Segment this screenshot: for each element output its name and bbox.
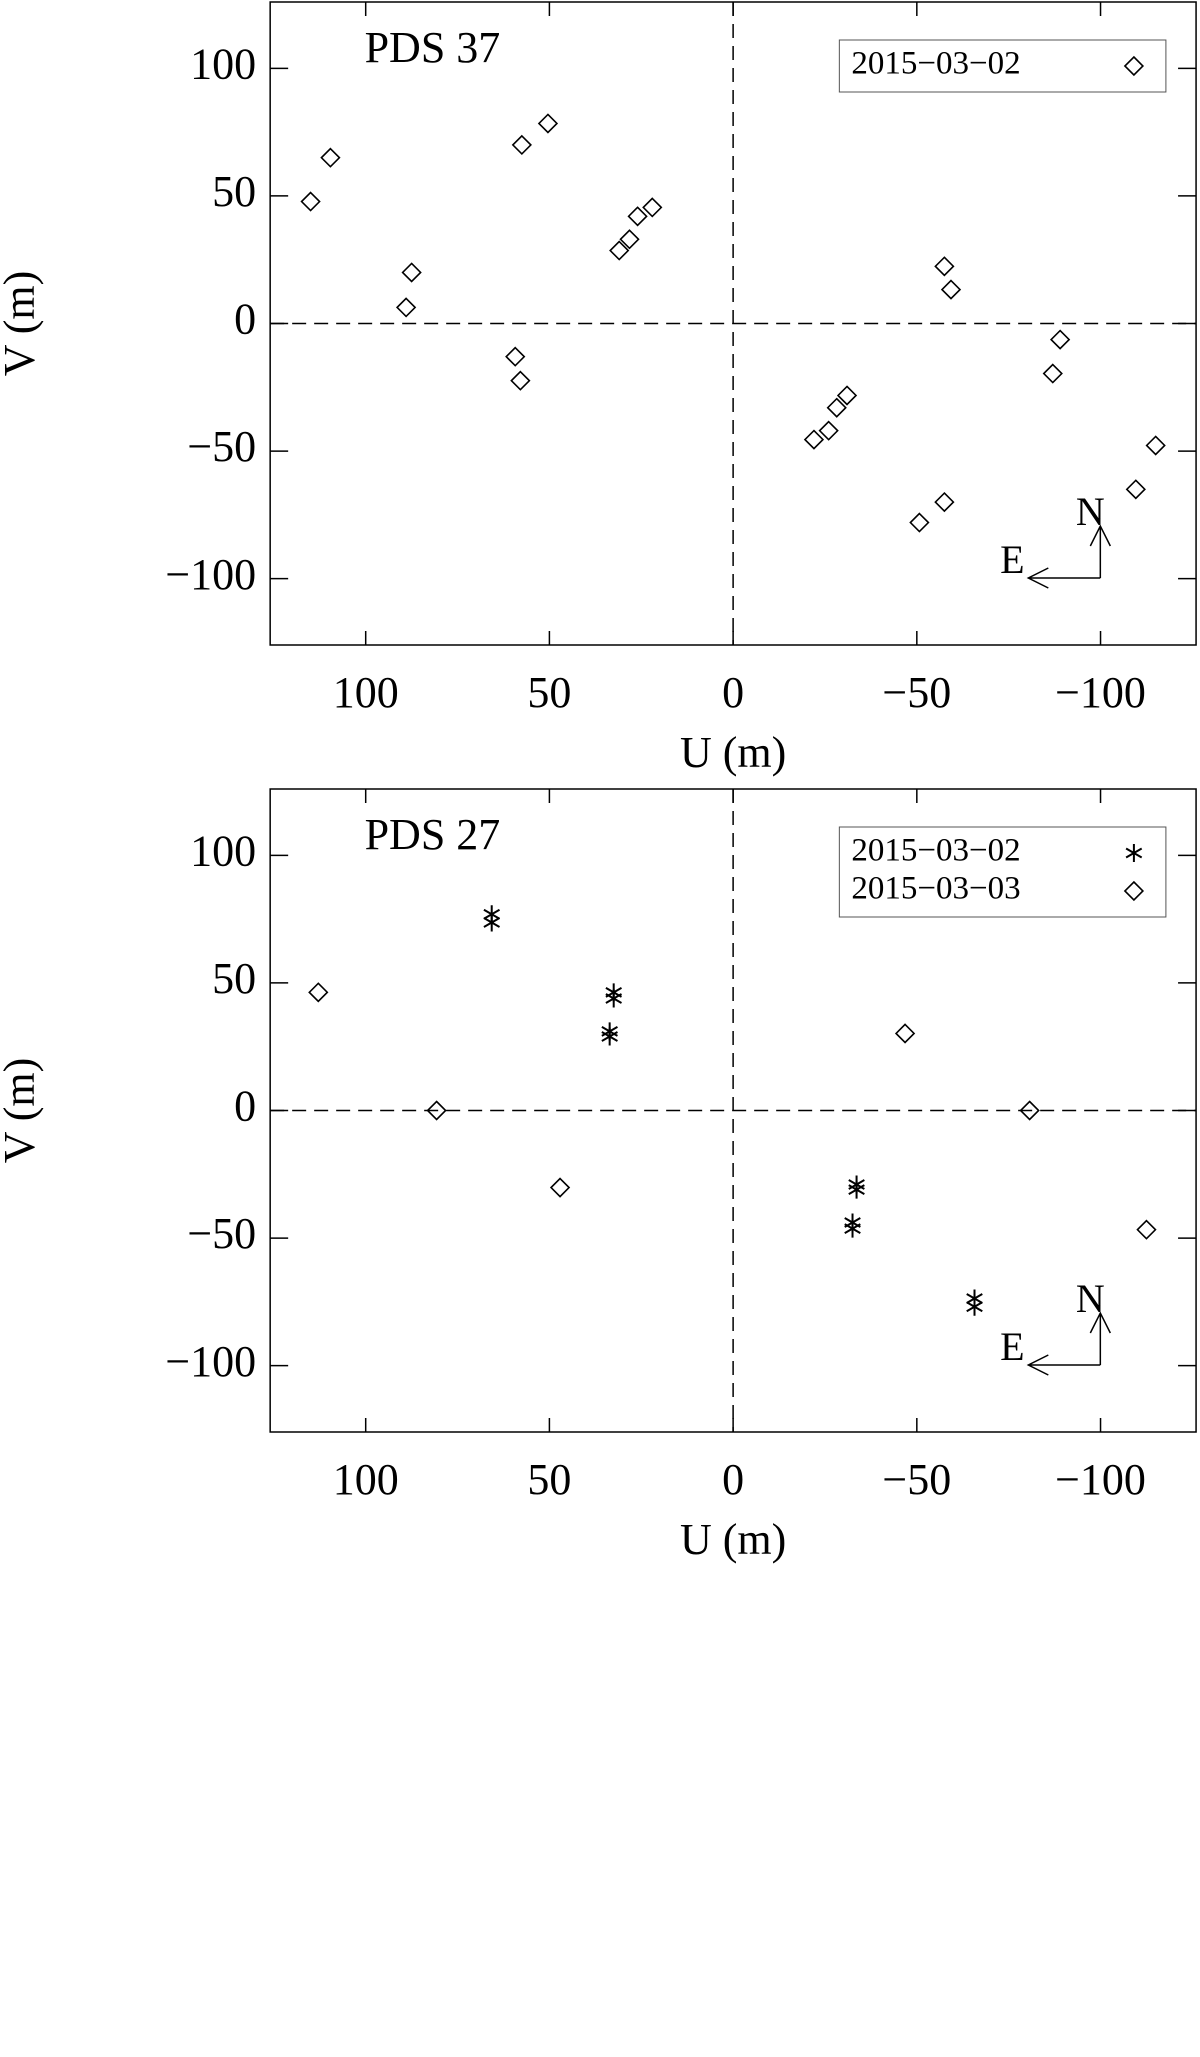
compass-arrows xyxy=(1026,1311,1112,1376)
x-tick-label: 100 xyxy=(333,668,399,717)
legend-label: 2015−03−02 xyxy=(851,833,1020,869)
diamond-marker xyxy=(511,134,532,156)
x-axis-label: U (m) xyxy=(680,728,786,777)
x-tick-label: 100 xyxy=(333,1455,399,1504)
asterisk-marker xyxy=(1125,844,1143,862)
compass-east: E xyxy=(1000,1324,1024,1369)
diamond-marker xyxy=(909,512,930,533)
diamond-marker xyxy=(1042,363,1063,384)
x-tick-label: −100 xyxy=(1055,668,1146,717)
y-tick-label: 50 xyxy=(212,167,256,216)
y-tick-label: 50 xyxy=(212,954,256,1003)
diamond-marker xyxy=(537,113,559,134)
panel: 100 50 0 −50 −100 −100 −50 0 50 100 U (m) V (m) PDS … xyxy=(0,1,1197,777)
y-axis-label: V (m) xyxy=(0,271,44,377)
diamond-marker xyxy=(826,397,847,418)
legend-label: 2015−03−03 xyxy=(851,871,1020,907)
x-tick-label: −50 xyxy=(882,1455,951,1504)
x-axis-label: U (m) xyxy=(680,1515,786,1564)
y-tick-label: −100 xyxy=(165,550,256,599)
y-tick-label: 0 xyxy=(234,295,256,344)
legend-box xyxy=(838,39,1167,93)
panel: 100 50 0 −50 −100 −100 −50 0 50 100 U (m) V (m) PDS … xyxy=(0,788,1197,1564)
compass-north: N xyxy=(1076,489,1105,534)
diamond-marker xyxy=(803,429,825,450)
asterisk-marker xyxy=(966,1297,983,1316)
compass-north: N xyxy=(1076,1276,1105,1321)
diamond-marker xyxy=(1145,435,1166,456)
diamond-marker xyxy=(1049,329,1071,350)
x-tick-label: −100 xyxy=(1055,1455,1146,1504)
diamond-marker xyxy=(627,206,648,227)
y-axis-label: V (m) xyxy=(0,1058,44,1164)
x-tick-label: 0 xyxy=(722,1455,744,1504)
asterisk-marker xyxy=(844,1219,861,1238)
y-tick-label: 100 xyxy=(190,39,256,88)
y-tick-label: 100 xyxy=(190,826,256,875)
diamond-marker xyxy=(836,385,858,406)
compass-arrows xyxy=(1026,524,1112,589)
diamond-marker xyxy=(510,370,531,391)
x-tick-label: 50 xyxy=(527,1455,571,1504)
diamond-marker xyxy=(426,1100,447,1121)
diamond-marker xyxy=(642,197,663,218)
diamond-marker xyxy=(401,262,422,283)
y-tick-label: −50 xyxy=(187,422,256,471)
diamond-marker xyxy=(1123,880,1145,902)
diamond-marker xyxy=(1019,1100,1040,1121)
diamond-marker xyxy=(619,229,640,250)
diamond-marker xyxy=(818,420,839,441)
x-tick-label: −50 xyxy=(882,668,951,717)
diamond-marker xyxy=(1136,1219,1157,1240)
diamond-marker xyxy=(609,240,630,261)
diamond-marker xyxy=(934,491,955,513)
x-tick-label: 0 xyxy=(722,668,744,717)
asterisk-marker xyxy=(483,913,501,932)
compass-east: E xyxy=(1000,537,1024,582)
diamond-marker xyxy=(940,279,962,300)
legend-label: 2015−03−02 xyxy=(851,46,1020,82)
diamond-marker xyxy=(1125,479,1146,500)
diamond-marker xyxy=(505,346,526,367)
asterisk-marker xyxy=(848,1180,865,1199)
diamond-marker xyxy=(308,982,329,1003)
y-tick-label: 0 xyxy=(234,1082,256,1131)
asterisk-marker xyxy=(601,1027,618,1046)
diamond-marker xyxy=(934,256,955,277)
asterisk-marker xyxy=(605,989,622,1008)
panel-title: PDS 27 xyxy=(365,810,501,859)
panel-title: PDS 37 xyxy=(365,23,501,72)
diamond-marker xyxy=(549,1177,571,1198)
diamond-marker xyxy=(894,1023,916,1044)
diamond-marker xyxy=(1123,55,1145,77)
legend-box xyxy=(838,826,1167,918)
y-tick-label: −100 xyxy=(165,1337,256,1386)
diamond-marker xyxy=(300,191,321,212)
diamond-marker xyxy=(395,297,417,318)
x-tick-label: 50 xyxy=(527,668,571,717)
diamond-marker xyxy=(320,147,341,168)
y-tick-label: −50 xyxy=(187,1209,256,1258)
